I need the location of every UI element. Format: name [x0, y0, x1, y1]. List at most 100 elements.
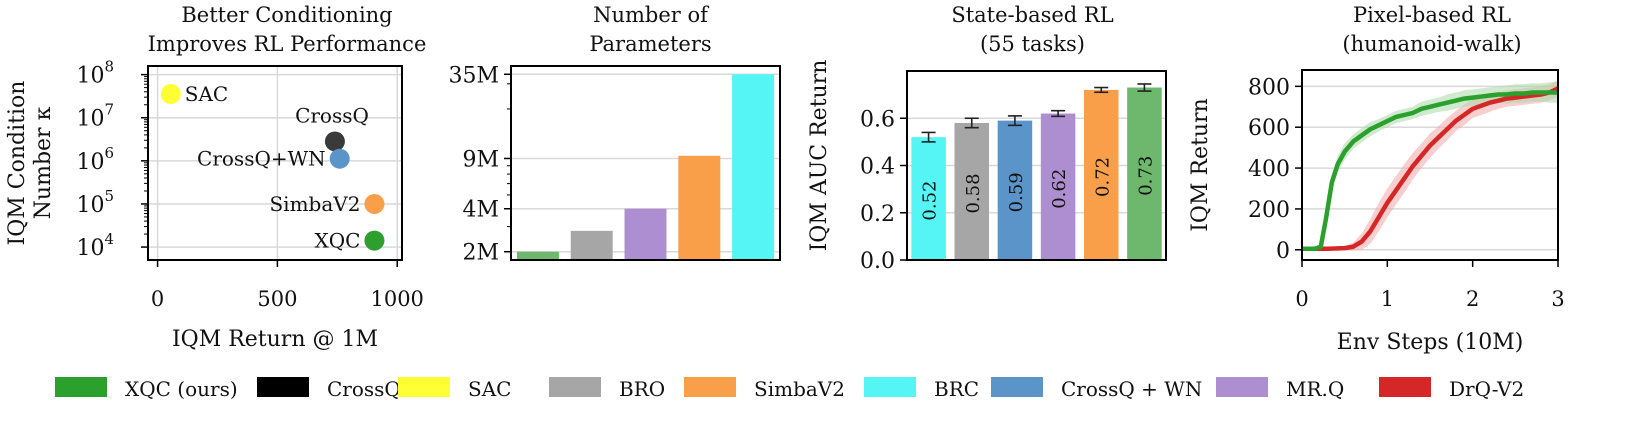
bar	[624, 208, 667, 260]
bar-label: 0.73	[1135, 156, 1156, 196]
legend-swatch	[549, 377, 601, 397]
series-line	[1302, 86, 1558, 252]
x-tick-label: 2	[1466, 287, 1479, 311]
y-axis-label: IQM ConditionNumber κ	[5, 81, 56, 246]
legend-item: CrossQ	[257, 377, 401, 401]
x-tick-label: 3	[1551, 287, 1564, 311]
y-tick-label: 0	[1276, 239, 1290, 264]
bar	[732, 74, 775, 260]
x-tick-label: 0	[1295, 287, 1308, 311]
bar-label-group: 0.72	[1092, 157, 1113, 197]
legend-label: BRC	[934, 377, 979, 401]
y-tick-label: 0.6	[860, 107, 895, 132]
scatter-point	[364, 230, 385, 251]
bar	[1127, 87, 1162, 260]
legend-label: MR.Q	[1286, 377, 1344, 401]
chart-title: Number of Parameters	[589, 3, 711, 56]
bar-label: 0.62	[1049, 169, 1070, 209]
bar-label: 0.59	[1006, 172, 1027, 212]
point-label: SimbaV2	[269, 192, 360, 216]
bar-label-group: 0.62	[1049, 169, 1070, 209]
panel-parameters-bars: 2M 4M 9M 35M Number of Parameters	[448, 3, 781, 266]
legend-item: XQC (ours)	[55, 377, 238, 401]
panel-conditioning-scatter: 0 500 1000 104 105 106 107 108 SAC CrossQ CrossQ+W…	[5, 3, 426, 352]
legend-swatch	[684, 377, 736, 397]
x-tick-label: 0	[151, 287, 164, 311]
legend-swatch	[55, 377, 107, 397]
legend: XQC (ours) CrossQ SAC BRO SimbaV2 BRC CrossQ +…	[55, 377, 1524, 401]
bar	[997, 120, 1033, 260]
series-line	[1302, 90, 1558, 252]
legend-item: SAC	[398, 377, 511, 401]
scatter-point	[160, 84, 181, 105]
bar	[570, 230, 613, 260]
legend-swatch	[398, 377, 450, 397]
y-tick-label: 9M	[462, 147, 499, 172]
point-label: CrossQ+WN	[197, 147, 326, 171]
y-tick-label: 107	[76, 101, 114, 132]
bar	[1083, 89, 1119, 261]
legend-item: MR.Q	[1216, 377, 1344, 401]
scatter-point	[324, 131, 345, 152]
bar	[954, 122, 990, 260]
y-tick-label: 35M	[448, 63, 499, 88]
point-label: CrossQ	[295, 103, 369, 127]
legend-label: DrQ-V2	[1449, 377, 1524, 401]
scatter-point	[329, 148, 350, 169]
y-tick-label: 106	[76, 144, 114, 175]
chart-title: Pixel-based RL (humanoid-walk)	[1342, 3, 1521, 56]
legend-swatch	[1216, 377, 1268, 397]
legend-label: CrossQ	[327, 377, 401, 401]
y-tick-label: 200	[1248, 198, 1290, 223]
y-tick-label: 400	[1248, 157, 1290, 182]
point-label: SAC	[185, 82, 228, 106]
legend-label: XQC (ours)	[125, 377, 238, 401]
x-tick-label: 1	[1381, 287, 1394, 311]
panel-pixel-based-lines: 0 200 400 600 800 0 1 2 3 Pixel-based RL (humanoid…	[1188, 3, 1565, 355]
legend-item: DrQ-V2	[1379, 377, 1524, 401]
y-tick-label: 105	[76, 187, 114, 218]
bar-label: 0.52	[920, 181, 941, 221]
plot-area	[1302, 80, 1558, 252]
bar	[678, 155, 721, 260]
legend-item: BRO	[549, 377, 665, 401]
bar-label: 0.72	[1092, 157, 1113, 197]
x-axis-label: IQM Return @ 1M	[172, 327, 378, 352]
y-tick-label: 800	[1248, 75, 1290, 100]
legend-item: BRC	[864, 377, 979, 401]
y-tick-label: 2M	[462, 241, 499, 266]
y-axis-label-group: IQM AUC Return	[807, 60, 832, 252]
y-tick-label: 4M	[462, 198, 499, 223]
x-tick-label: 500	[257, 287, 297, 311]
legend-label: BRO	[619, 377, 665, 401]
confidence-band	[1302, 82, 1558, 250]
y-tick-label: 0.2	[860, 202, 895, 227]
legend-swatch	[1379, 377, 1431, 397]
legend-item: CrossQ + WN	[991, 377, 1202, 401]
point-label: XQC	[315, 229, 361, 253]
legend-item: SimbaV2	[684, 377, 845, 401]
legend-label: SimbaV2	[754, 377, 845, 401]
x-axis-label: Env Steps (10M)	[1337, 330, 1524, 355]
bar-label-group: 0.73	[1135, 156, 1156, 196]
plot-frame	[510, 65, 781, 261]
legend-label: CrossQ + WN	[1061, 377, 1202, 401]
bar-label-group: 0.59	[1006, 172, 1027, 212]
chart-title: Better Conditioning Improves RL Performan…	[148, 3, 427, 56]
y-tick-label: 104	[76, 230, 114, 261]
chart-title: State-based RL (55 tasks)	[951, 3, 1113, 56]
legend-label: SAC	[468, 377, 511, 401]
y-tick-label: 0.4	[860, 155, 895, 180]
bar-label-group: 0.52	[920, 181, 941, 221]
y-tick-label: 600	[1248, 116, 1290, 141]
bar	[911, 137, 946, 260]
panel-state-based-bars: 0.52 0.58 0.59 0.62 0.72 0.73 0.0 0.2 0.4 0.6 Stat…	[807, 3, 1167, 274]
scatter-point	[364, 193, 385, 214]
y-axis-label: IQM AUC Return	[807, 60, 832, 252]
y-tick-label: 0.0	[860, 249, 895, 274]
x-tick-label: 1000	[370, 287, 423, 311]
y-axis-label-group: IQM Return	[1188, 98, 1213, 232]
y-axis-label-group: IQM ConditionNumber κ	[5, 81, 56, 246]
bar	[1040, 113, 1076, 261]
